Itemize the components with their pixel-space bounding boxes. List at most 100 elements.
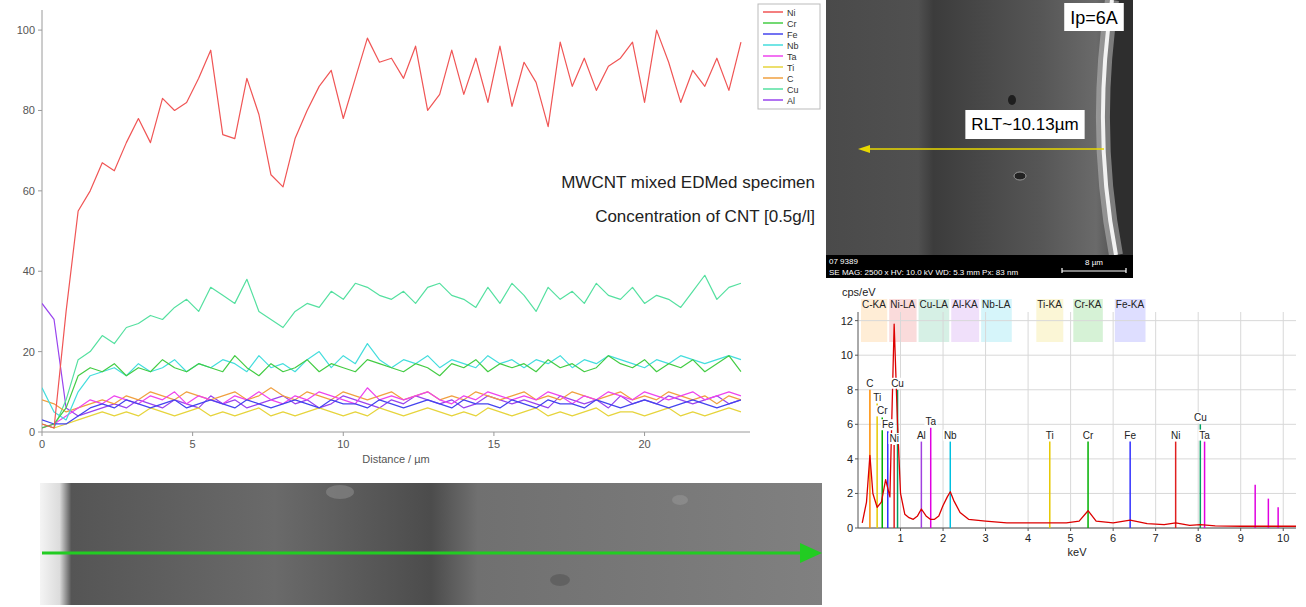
legend-label: Cr [787,19,797,29]
element-line [881,417,883,528]
figure: 02040608010005101520Distance / µmNiCrFeN… [0,0,1306,607]
legend-box [758,4,820,109]
sem-pore [1008,95,1016,105]
line-header-label: Ni-LA [890,299,915,310]
grid-line-y [858,355,1296,356]
y-axis-title: cps/eV [842,286,876,298]
legend-swatch [763,99,783,101]
annotation: Concentration of CNT [0.5g/l] [595,207,815,226]
peak-label: Al [917,430,926,441]
series-line [42,356,741,428]
current-label-box [1064,3,1124,31]
legend-label: Al [787,96,795,106]
x-tick [1240,528,1241,531]
sem-dark-edge [1103,0,1133,255]
grid-line-y [858,458,1296,459]
peak-label-patch [1170,430,1181,441]
y-tick-label: 10 [841,349,853,361]
legend-swatch [763,11,783,13]
element-line [1204,442,1206,528]
element-line [1268,499,1270,528]
sem-feature [672,495,688,505]
y-tick-label: 20 [23,346,35,358]
line-scan-chart: 02040608010005101520Distance / µmNiCrFeN… [17,4,820,465]
sem-info: SE MAG: 2500 x HV: 10.0 kV WD: 5.3 mm Px… [829,268,1018,277]
element-line [930,428,932,528]
peak-label-patch [943,430,958,441]
line-header-label: Ti-KA [1037,299,1062,310]
x-tick [1070,528,1071,531]
y-tick-label: 12 [841,315,853,327]
rlt-arrow-head [858,145,870,153]
peak-label: C [866,378,873,389]
legend-label: Ti [787,63,794,73]
x-tick-label: 0 [39,438,45,450]
legend-label: Fe [787,30,798,40]
peak-label: Nb [944,430,957,441]
grid-line-x [1240,312,1241,528]
y-tick-label: 4 [847,453,853,465]
element-line [1175,442,1177,528]
y-axis-line [42,10,43,432]
peak-label-patch [890,378,905,389]
x-tick [343,432,344,436]
sem-edge [1103,0,1116,255]
grid-line-y [858,528,1296,529]
x-tick [644,432,645,436]
peak-label: Cu [1194,412,1207,423]
y-tick-label: 80 [23,104,35,116]
y-tick-label: 40 [23,265,35,277]
x-tick [42,432,43,436]
scale-bar [1062,268,1126,273]
legend: NiCrFeNbTaTiCCuAl [758,4,820,109]
legend-swatch [763,66,783,68]
x-tick-label: 5 [190,438,196,450]
grid-line-x [1070,312,1071,528]
x-tick [1198,528,1199,531]
legend-swatch [763,22,783,24]
x-tick [1155,528,1156,531]
legend-swatch [763,77,783,79]
y-tick [855,355,858,356]
y-tick-label: 2 [847,487,853,499]
series-line [42,30,741,428]
x-tick [1113,528,1114,531]
plot-area [42,30,741,428]
y-tick-label: 6 [847,418,853,430]
grid-line-y [858,389,1296,390]
legend-swatch [763,88,783,90]
element-line [1254,485,1256,528]
x-tick [192,432,193,436]
y-tick [38,271,42,272]
sem-id: 07 9389 [829,257,858,266]
x-tick [900,528,901,531]
x-tick-label: 4 [1025,532,1031,544]
grid-line-x [943,312,944,528]
peak-label-patch [881,419,895,430]
peak-label: Cr [877,405,888,416]
grid-line-x [1028,312,1029,528]
x-axis-title: Distance / µm [362,453,429,465]
rlt-label-box [965,110,1084,139]
sem-background [826,0,1133,278]
y-tick [855,424,858,425]
y-tick [855,320,858,321]
legend-label: Cu [787,85,799,95]
x-tick [1283,528,1284,531]
peak-label-patch [924,416,937,427]
grid-line-y [858,493,1296,494]
spectrum-chart: C-KANi-LACu-LAAl-KANb-LATi-KACr-KAFe-KA0… [841,286,1296,558]
grid-line-x [1283,312,1284,528]
x-axis-line [858,528,1296,529]
peak-label-patch [872,392,882,403]
element-line [921,442,923,528]
sem-image: Ip=6ARLT~10.13µm07 9389SE MAG: 2500 x HV… [826,0,1133,278]
scan-arrow-head [800,543,822,563]
element-line [1049,442,1051,528]
line-header-label: C-KA [862,299,886,310]
grid-line-x [1113,312,1114,528]
y-tick [38,190,42,191]
scan-arrow-line [42,552,800,555]
x-tick [943,528,944,531]
sem-pore [1014,172,1026,180]
